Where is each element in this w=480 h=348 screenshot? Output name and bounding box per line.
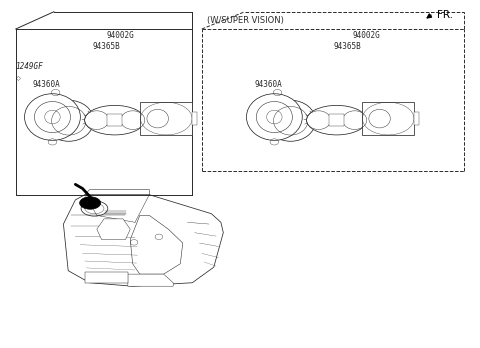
Bar — [414, 112, 419, 125]
Ellipse shape — [24, 94, 80, 140]
Bar — [192, 112, 197, 125]
Polygon shape — [130, 215, 183, 274]
Polygon shape — [128, 274, 173, 286]
Bar — [107, 114, 122, 126]
Text: 94365B: 94365B — [333, 42, 361, 51]
Ellipse shape — [80, 197, 101, 209]
Text: 94002G: 94002G — [352, 31, 380, 40]
Bar — [362, 102, 414, 135]
Text: (W/SUPER VISION): (W/SUPER VISION) — [206, 16, 284, 25]
Text: FR.: FR. — [437, 9, 453, 19]
Text: 94002G: 94002G — [107, 31, 134, 40]
Text: 94365B: 94365B — [92, 42, 120, 51]
Text: 94360A: 94360A — [33, 80, 60, 89]
Text: 1249GF: 1249GF — [16, 63, 44, 71]
Bar — [329, 114, 344, 126]
Polygon shape — [85, 272, 128, 283]
Ellipse shape — [266, 100, 315, 141]
Bar — [141, 102, 192, 135]
Polygon shape — [63, 195, 223, 286]
Polygon shape — [97, 219, 130, 239]
Ellipse shape — [307, 105, 367, 135]
Ellipse shape — [246, 94, 302, 140]
Polygon shape — [85, 190, 149, 195]
Ellipse shape — [44, 100, 94, 141]
Text: 94360A: 94360A — [254, 80, 282, 89]
Ellipse shape — [84, 105, 145, 135]
Text: ◇: ◇ — [16, 77, 21, 81]
